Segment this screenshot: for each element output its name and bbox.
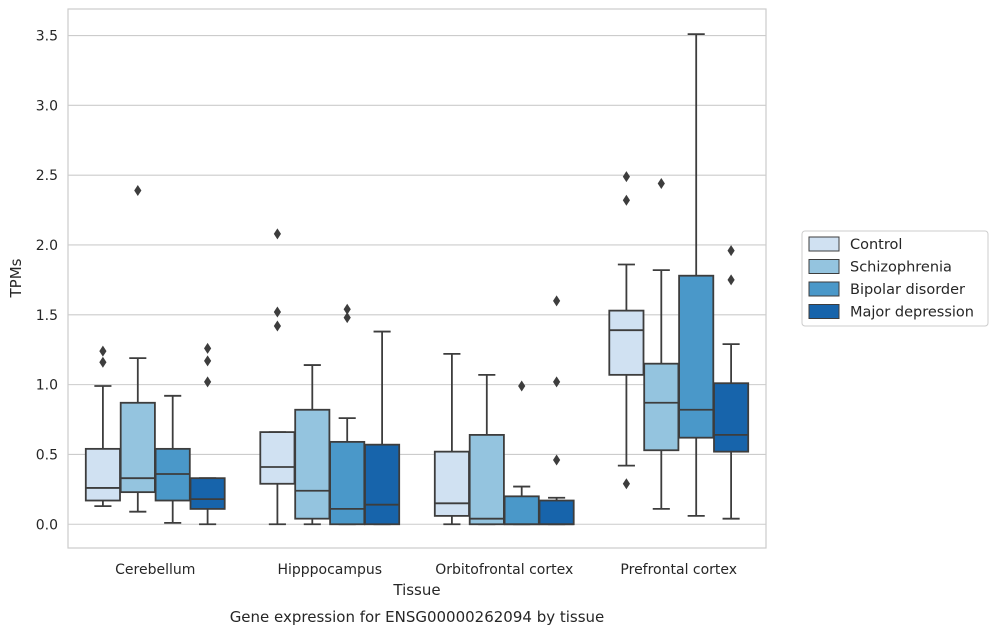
outlier-point xyxy=(134,185,142,197)
box-iqr xyxy=(259,431,296,485)
outlier-point xyxy=(553,295,561,307)
outlier-point xyxy=(204,355,212,367)
outlier-point xyxy=(343,312,351,324)
box-iqr xyxy=(84,447,121,502)
legend-label: Major depression xyxy=(850,305,974,321)
outlier-point xyxy=(553,454,561,466)
x-tick-label: Prefrontal cortex xyxy=(620,562,737,578)
box-iqr xyxy=(608,309,645,376)
box-iqr xyxy=(119,401,156,494)
box-major-depression xyxy=(189,342,226,526)
outlier-point xyxy=(727,245,735,257)
outlier-point xyxy=(553,376,561,388)
y-tick-label: 1.5 xyxy=(36,308,58,324)
box-iqr xyxy=(713,382,750,453)
box-bipolar-disorder xyxy=(329,303,366,526)
box-schizophrenia xyxy=(294,364,331,526)
y-tick-label: 2.0 xyxy=(36,238,58,254)
y-tick-labels: 0.0 0.5 1.0 1.5 2.0 2.5 3.0 3.5 xyxy=(36,29,58,534)
outlier-point xyxy=(622,194,630,206)
box-iqr xyxy=(329,440,366,526)
box-iqr xyxy=(189,477,226,510)
legend-frame xyxy=(801,230,989,327)
legend-swatch xyxy=(808,259,840,274)
outlier-point xyxy=(622,478,630,490)
y-axis-label: TPMs xyxy=(7,258,25,298)
legend-label: Bipolar disorder xyxy=(850,282,965,298)
box-iqr xyxy=(643,362,680,452)
box-iqr xyxy=(503,495,540,526)
legend-label: Schizophrenia xyxy=(850,260,952,276)
box-iqr xyxy=(468,433,505,526)
box-bipolar-disorder xyxy=(154,394,191,524)
outlier-point xyxy=(273,306,281,318)
outlier-point xyxy=(99,356,107,368)
chart-caption: Gene expression for ENSG00000262094 by t… xyxy=(230,608,605,626)
box-bipolar-disorder xyxy=(503,380,540,526)
x-tick-label: Cerebellum xyxy=(115,562,195,578)
legend-swatch xyxy=(808,281,840,297)
outlier-point xyxy=(204,342,212,354)
box-schizophrenia xyxy=(468,373,505,526)
y-tick-label: 3.0 xyxy=(36,98,58,114)
legend-label: Control xyxy=(850,237,902,253)
box-iqr xyxy=(538,499,575,526)
box-bipolar-disorder xyxy=(678,33,715,517)
x-axis-label: Tissue xyxy=(392,581,440,599)
legend-swatch xyxy=(808,236,840,252)
x-tick-label: Orbitofrontal cortex xyxy=(435,562,573,578)
outlier-point xyxy=(657,178,665,190)
box-control xyxy=(84,345,121,508)
y-tick-label: 2.5 xyxy=(36,168,58,184)
box-major-depression xyxy=(713,245,750,520)
outlier-point xyxy=(273,228,281,240)
box-major-depression xyxy=(364,330,401,526)
outlier-point xyxy=(518,380,526,392)
box-schizophrenia xyxy=(119,185,156,513)
y-tick-label: 0.0 xyxy=(36,517,58,533)
plot-area-frame xyxy=(67,8,767,549)
box-iqr xyxy=(433,450,470,517)
box-series-group xyxy=(84,33,750,526)
legend: Control Schizophrenia Bipolar disorder Majo… xyxy=(801,230,989,327)
outlier-point xyxy=(273,320,281,332)
y-tick-label: 3.5 xyxy=(36,29,58,45)
box-control xyxy=(608,171,645,490)
outlier-point xyxy=(343,303,351,315)
outlier-point xyxy=(99,345,107,357)
box-iqr xyxy=(364,443,401,526)
x-tick-label: Hipppocampus xyxy=(277,562,382,578)
box-schizophrenia xyxy=(643,178,680,510)
box-control xyxy=(259,228,296,526)
legend-swatch xyxy=(808,304,840,319)
y-tick-label: 0.5 xyxy=(36,447,58,463)
outlier-point xyxy=(204,376,212,388)
box-iqr xyxy=(678,274,715,439)
outlier-point xyxy=(727,274,735,286)
box-control xyxy=(433,353,470,526)
box-major-depression xyxy=(538,295,575,526)
outlier-point xyxy=(622,171,630,183)
box-iqr xyxy=(294,408,331,520)
x-tick-labels: Cerebellum Hipppocampus Orbitofrontal cort… xyxy=(115,562,737,578)
y-tick-label: 1.0 xyxy=(36,378,58,394)
